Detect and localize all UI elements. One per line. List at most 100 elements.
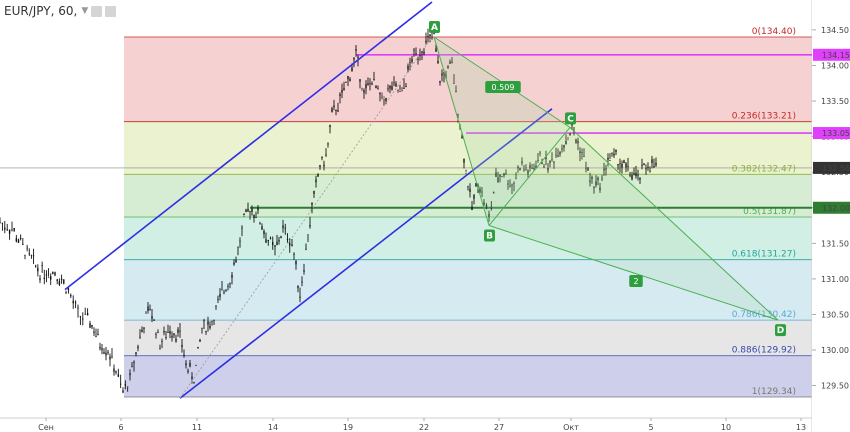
fib-label-1: 1(129.34): [752, 387, 796, 397]
candle-body: [337, 110, 339, 112]
candle-body: [407, 65, 409, 70]
candle-body: [451, 61, 453, 64]
candle-body: [587, 167, 589, 171]
candle-body: [119, 383, 122, 385]
candle-body: [629, 174, 631, 176]
candle-body: [223, 292, 225, 294]
candle-body: [295, 260, 297, 265]
symbol-header: EUR/JPY, 60, ▼: [0, 0, 117, 22]
ratio-label: 2: [633, 277, 638, 286]
candle-body: [397, 89, 399, 91]
candle-body: [221, 289, 223, 291]
candle-body: [58, 281, 61, 285]
candle-body: [19, 237, 22, 239]
candle-body: [70, 295, 72, 297]
candle-body: [365, 84, 367, 89]
candle-body: [653, 165, 655, 168]
chevron-down-icon[interactable]: ▼: [81, 6, 89, 16]
candle-body: [375, 85, 377, 89]
candle-body: [89, 323, 91, 328]
candle-body: [30, 254, 33, 256]
candle-body: [621, 163, 623, 168]
candle-body: [561, 148, 563, 150]
candle-body: [579, 151, 581, 154]
y-tick-label: 133.50: [821, 97, 849, 106]
candle-body: [421, 51, 423, 53]
candle-body: [571, 123, 573, 126]
candle-body: [535, 165, 537, 168]
candle-body: [565, 140, 567, 145]
candle-body: [86, 312, 89, 316]
candle-body: [591, 176, 593, 179]
pattern-leg-BD: [488, 225, 779, 321]
candle-body: [647, 166, 649, 169]
price-tag-133.05: [813, 127, 850, 140]
candle-body: [335, 109, 337, 112]
candle-body: [183, 354, 185, 356]
point-D-marker: [775, 324, 786, 337]
candle-body: [611, 152, 613, 154]
candle-body: [74, 302, 77, 304]
candle-body: [345, 81, 347, 83]
candle-body: [387, 88, 389, 90]
candle-body: [131, 366, 133, 368]
candle-body: [235, 260, 237, 263]
x-tick-label: 6: [118, 423, 123, 432]
candle-body: [263, 230, 265, 235]
x-tick-label: 11: [192, 423, 202, 432]
candle-body: [225, 290, 227, 292]
candle-body: [391, 86, 393, 90]
candle-body: [319, 164, 321, 167]
candle-body: [72, 300, 74, 304]
candle-body: [585, 167, 587, 169]
fib-label-0.886: 0.886(129.92): [732, 346, 796, 356]
candle-body: [369, 82, 371, 84]
candle-body: [0, 222, 1, 224]
point-C-label: C: [567, 114, 574, 124]
x-tick-label: 22: [419, 423, 429, 432]
candle-body: [589, 180, 591, 183]
candle-body: [633, 173, 635, 175]
candle-body: [359, 79, 361, 82]
candle-body: [413, 49, 415, 51]
candle-body: [54, 272, 56, 276]
candle-body: [367, 83, 369, 86]
y-tick-label: 134.50: [821, 26, 849, 35]
candle-body: [415, 53, 417, 55]
fib-band-0: [124, 37, 812, 122]
candle-body: [517, 166, 519, 168]
candle-body: [209, 325, 211, 328]
candle-body: [6, 229, 8, 231]
candle-body: [563, 144, 565, 148]
square-icon[interactable]: [105, 5, 117, 17]
candle-body: [272, 242, 274, 246]
candle-body: [465, 172, 467, 174]
candle-body: [1, 222, 4, 224]
candle-body: [239, 240, 241, 242]
candle-body: [325, 154, 327, 156]
candle-body: [483, 202, 485, 206]
x-tick-label: 5: [648, 423, 653, 432]
candle-body: [37, 267, 39, 272]
candle-body: [171, 335, 173, 338]
candle-body: [145, 311, 147, 313]
fib-band-0.886: [124, 355, 812, 397]
candle-body: [311, 202, 313, 205]
candle-body: [327, 143, 329, 145]
symbol-label[interactable]: EUR/JPY, 60,: [4, 4, 78, 18]
candle-body: [28, 253, 30, 255]
candle-body: [549, 160, 551, 163]
candle-body: [99, 346, 101, 349]
candle-body: [143, 327, 145, 329]
candle-body: [473, 194, 475, 199]
candle-body: [529, 165, 531, 168]
candle-body: [155, 334, 157, 336]
candle-body: [645, 168, 647, 170]
candle-body: [488, 213, 490, 217]
candle-body: [343, 88, 345, 91]
candle-body: [601, 178, 603, 180]
gear-icon[interactable]: [91, 5, 103, 17]
candle-body: [135, 352, 137, 355]
candle-body: [11, 229, 13, 231]
